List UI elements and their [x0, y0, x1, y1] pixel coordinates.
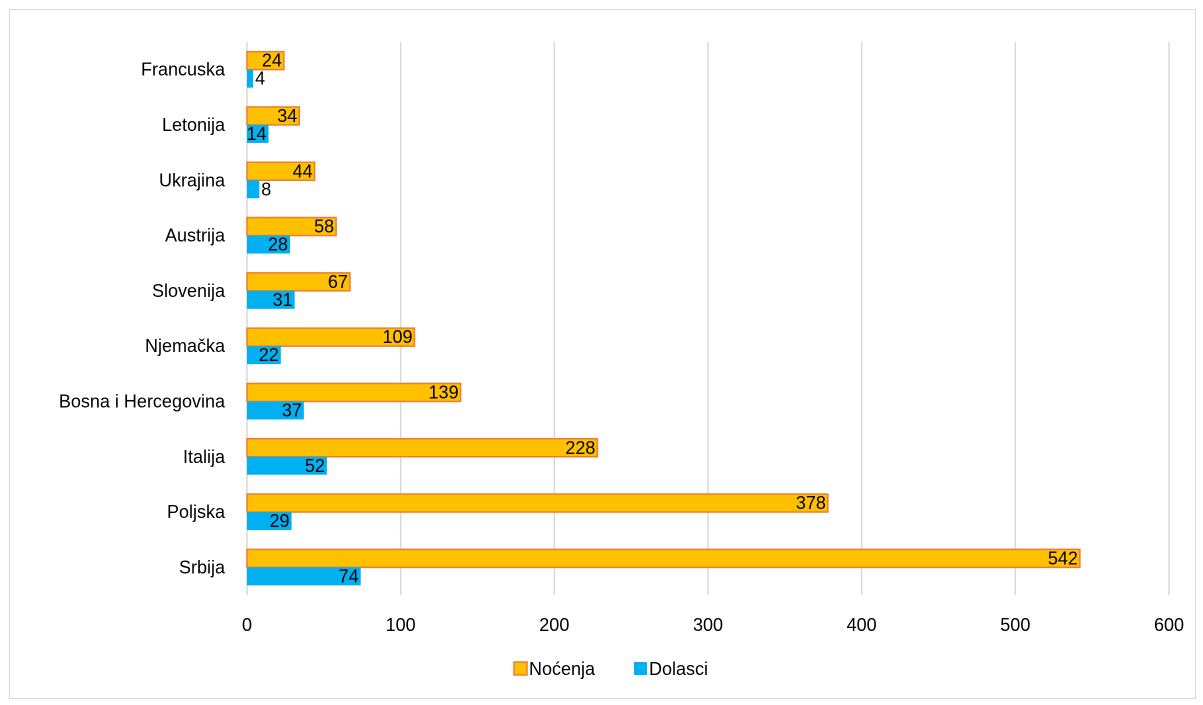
bar-dolasci [247, 69, 254, 88]
bar-dolasci [247, 567, 361, 586]
x-tick-label-400: 400 [847, 615, 877, 635]
bar-dolasci [247, 512, 292, 531]
data-label-dolasci: 52 [305, 456, 325, 476]
bar-dolasci [247, 180, 260, 199]
category-label: Francuska [141, 60, 226, 80]
bar-nocenja [246, 50, 285, 71]
x-tick-label-500: 500 [1000, 615, 1030, 635]
legend: Noćenja Dolasci [513, 659, 708, 679]
category-label: Njemačka [145, 336, 226, 356]
category-label: Srbija [179, 557, 226, 577]
data-label-dolasci: 29 [270, 511, 290, 531]
bar-nocenja [246, 493, 829, 513]
data-label-nocenja: 139 [429, 382, 459, 402]
x-tick-label-100: 100 [386, 615, 416, 635]
x-tick-label-200: 200 [539, 615, 569, 635]
data-label-nocenja: 67 [328, 272, 348, 292]
chart-frame [9, 9, 1196, 699]
data-label-nocenja: 44 [293, 161, 313, 181]
legend-swatch-nocenja [513, 661, 528, 676]
category-label: Austrija [165, 226, 226, 246]
bar-nocenja [246, 216, 337, 237]
bar-nocenja [246, 548, 1081, 569]
bar-nocenja [246, 327, 416, 347]
bar-dolasci [247, 124, 269, 143]
data-label-dolasci: 8 [261, 179, 271, 199]
category-label: Italija [183, 447, 226, 467]
data-labels: 244 34 14 44 8 58 28 67 31 109 22 139 37 228 52 378 29 54… [246, 51, 1077, 587]
x-tick-labels: 0 100 200 300 400 500 600 [242, 615, 1184, 635]
data-label-dolasci: 4 [255, 69, 265, 89]
data-label-dolasci: 22 [259, 345, 279, 365]
bar-dolasci [247, 235, 291, 254]
bar-nocenja [246, 106, 300, 126]
bar-nocenja [246, 382, 462, 403]
x-tick-label-300: 300 [693, 615, 723, 635]
category-labels: Francuska Letonija Ukrajina Austrija Sloveni… [59, 60, 226, 578]
data-label-nocenja: 542 [1048, 548, 1078, 568]
category-label: Slovenija [152, 281, 226, 301]
data-label-nocenja: 378 [796, 493, 826, 513]
bar-dolasci [247, 456, 327, 475]
bar-nocenja [246, 161, 316, 181]
data-label-dolasci: 31 [273, 290, 293, 310]
bar-nocenja [246, 438, 599, 458]
bar-dolasci [247, 290, 295, 309]
legend-swatch-dolasci [634, 662, 647, 675]
data-label-nocenja: 58 [314, 217, 334, 237]
bar-dolasci [247, 401, 304, 420]
data-label-dolasci: 37 [282, 400, 302, 420]
category-label: Letonija [162, 115, 226, 135]
legend-label-nocenja: Noćenja [529, 659, 596, 679]
data-label-nocenja: 109 [382, 327, 412, 347]
data-label-nocenja: 228 [565, 438, 595, 458]
data-label-nocenja: 34 [277, 106, 297, 126]
data-label-nocenja: 24 [262, 51, 282, 71]
category-label: Ukrajina [159, 170, 226, 190]
bar-dolasci [247, 346, 281, 365]
data-label-dolasci: 28 [268, 235, 288, 255]
category-label: Bosna i Hercegovina [59, 391, 226, 411]
category-label: Poljska [167, 502, 226, 522]
bar-nocenja [246, 272, 351, 292]
data-label-dolasci: 14 [246, 124, 266, 144]
legend-label-dolasci: Dolasci [649, 659, 708, 679]
x-tick-label-600: 600 [1154, 615, 1184, 635]
x-tick-label-0: 0 [242, 615, 252, 635]
bars [246, 50, 1081, 586]
data-label-dolasci: 74 [339, 566, 359, 586]
